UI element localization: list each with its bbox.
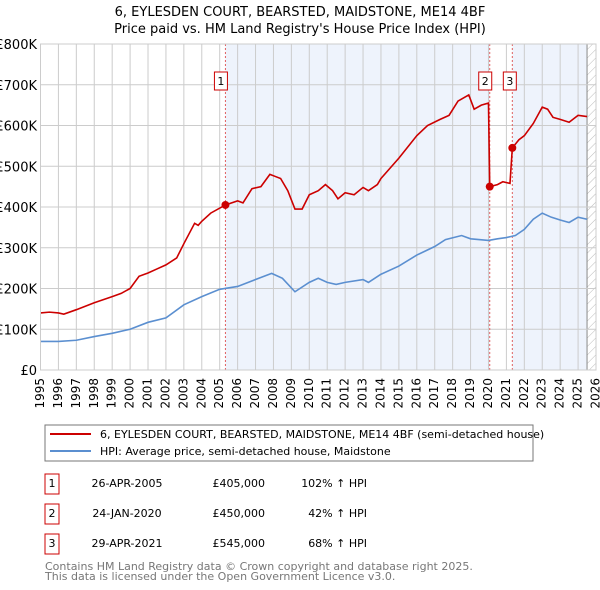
property-line [40, 93, 588, 316]
legend-label-hpi: HPI: Average price, semi-detached house,… [100, 445, 391, 458]
x-tick-label: 2013 [356, 378, 370, 409]
sale-row-number: 2 [49, 507, 56, 520]
x-tick-label: 2000 [123, 378, 137, 409]
sale-point [508, 143, 517, 152]
x-tick-label: 1998 [87, 378, 101, 409]
hpi-line [40, 212, 588, 343]
x-tick-label: 2021 [499, 378, 513, 409]
x-tick-label: 1999 [105, 378, 119, 409]
x-tick-label: 2002 [158, 378, 172, 409]
x-tick-label: 2022 [517, 378, 531, 409]
y-tick-label: £600K [0, 120, 37, 135]
x-tick-label: 2004 [194, 378, 208, 409]
y-tick-label: £700K [0, 79, 37, 94]
y-tick-label: £100K [0, 323, 37, 338]
x-tick-label: 2014 [373, 378, 387, 409]
x-tick-label: 2009 [284, 378, 298, 409]
x-tick-label: 2024 [553, 378, 567, 409]
y-tick-label: £0 [20, 364, 37, 379]
x-tick-label: 2018 [445, 378, 459, 409]
x-tick-label: 2008 [266, 378, 280, 409]
sale-label-box [478, 71, 493, 91]
sale-label: 3 [506, 75, 513, 88]
sale-row-date: 26-APR-2005 [91, 477, 162, 490]
sale-row-number-box [44, 473, 60, 495]
sale-label-box [502, 71, 517, 91]
x-tick-label: 2005 [212, 378, 226, 409]
sale-row-hpi: 42% ↑ HPI [308, 507, 367, 520]
x-tick-label: 1997 [69, 378, 83, 409]
sale-row-number-box [44, 533, 60, 555]
sale-label: 2 [482, 75, 489, 88]
x-tick-label: 2012 [338, 378, 352, 409]
y-tick-label: £400K [0, 201, 37, 216]
sales-table: 1 26-APR-2005 £405,000 102% ↑ HPI 2 24-JAN-20… [44, 473, 367, 555]
y-tick-label: £300K [0, 242, 37, 257]
sale-point [221, 200, 230, 209]
x-tick-label: 2001 [141, 378, 155, 409]
x-tick-label: 2010 [302, 378, 316, 409]
x-tick-label: 2016 [409, 378, 423, 409]
sale-row-price: £450,000 [213, 507, 266, 520]
sale-label: 1 [217, 75, 224, 88]
legend-label-property: 6, EYLESDEN COURT, BEARSTED, MAIDSTONE, … [100, 428, 544, 441]
footer-line-1: Contains HM Land Registry data © Crown c… [45, 560, 473, 573]
x-tick-label: 2011 [320, 378, 334, 409]
x-tick-label: 2006 [230, 378, 244, 409]
x-tick-label: 2015 [391, 378, 405, 409]
sale-row-number-box [44, 503, 60, 525]
x-tick-label: 2025 [571, 378, 585, 409]
legend: 6, EYLESDEN COURT, BEARSTED, MAIDSTONE, … [44, 424, 544, 462]
sale-row-number: 1 [49, 477, 56, 490]
sale-row-number: 3 [49, 537, 56, 550]
sale-row-price: £545,000 [213, 537, 266, 550]
x-tick-label: 2007 [248, 378, 262, 409]
x-tick-label: 1995 [33, 378, 47, 409]
sale-row-price: £405,000 [213, 477, 266, 490]
x-tick-label: 2026 [589, 378, 600, 409]
sale-row-hpi: 68% ↑ HPI [308, 537, 367, 550]
sale-row-hpi: 102% ↑ HPI [301, 477, 367, 490]
x-tick-label: 2023 [535, 378, 549, 409]
x-tick-label: 2003 [176, 378, 190, 409]
x-tick-label: 1996 [51, 378, 65, 409]
sale-row-date: 29-APR-2021 [91, 537, 162, 550]
y-tick-label: £500K [0, 160, 37, 175]
sale-label-box [213, 71, 228, 91]
x-tick-label: 2019 [463, 378, 477, 409]
plot-frame [40, 43, 597, 371]
chart-title: 6, EYLESDEN COURT, BEARSTED, MAIDSTONE, … [115, 5, 486, 20]
y-tick-label: £200K [0, 283, 37, 298]
y-tick-label: £800K [0, 38, 37, 53]
sale-point [485, 182, 494, 191]
sale-row-date: 24-JAN-2020 [92, 507, 161, 520]
x-tick-label: 2020 [481, 378, 495, 409]
x-tick-label: 2017 [427, 378, 441, 409]
footer-line-2: This data is licensed under the Open Gov… [44, 570, 395, 583]
chart-subtitle: Price paid vs. HM Land Registry's House … [114, 22, 486, 37]
